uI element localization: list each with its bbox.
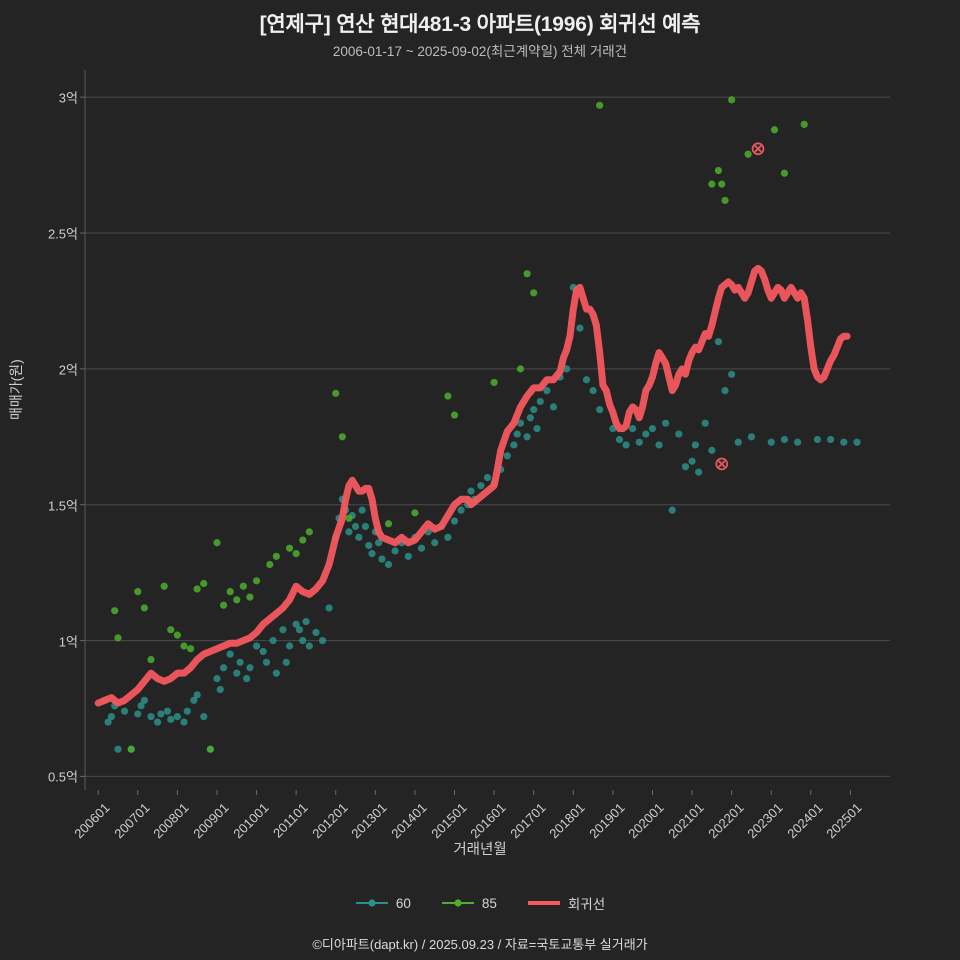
- legend-item-label: 85: [481, 895, 497, 911]
- legend-swatch-icon: [527, 901, 560, 905]
- legend-item-label: 회귀선: [567, 897, 606, 912]
- series-scatter-85: [111, 96, 808, 753]
- plot-area: [80, 70, 890, 795]
- footer-credit: ©디아파트(dapt.kr) / 2025.09.23 / 자료=국토교통부 실…: [312, 937, 648, 952]
- legend-item-60[interactable]: 60: [355, 896, 411, 911]
- y-axis-tick: 1억: [58, 634, 78, 650]
- legend-swatch-icon: [355, 899, 388, 907]
- legend-item-회귀선[interactable]: 회귀선: [527, 893, 605, 913]
- series-scatter-60: [101, 283, 861, 753]
- legend-item-label: 60: [395, 895, 411, 911]
- y-axis-tick: 1.5억: [47, 498, 78, 514]
- highlight-marker: [715, 457, 729, 471]
- y-axis-tick: 0.5억: [47, 769, 78, 785]
- x-axis-label: 거래년월: [453, 842, 507, 858]
- y-axis-tick: 2억: [58, 362, 78, 378]
- legend-item-85[interactable]: 85: [441, 896, 497, 911]
- chart-canvas: [80, 70, 890, 795]
- highlight-marker: [751, 142, 765, 156]
- legend-swatch-icon: [441, 899, 474, 907]
- chart-legend: 60 85 회귀선: [0, 893, 960, 913]
- y-axis-tick: 2.5억: [47, 226, 78, 242]
- series-regression-line: [94, 264, 851, 707]
- page-subtitle: 2006-01-17 ~ 2025-09-02(최근계약일) 전체 거래건: [332, 44, 628, 59]
- page-title: [연제구] 연산 현대481-3 아파트(1996) 회귀선 예측: [259, 13, 701, 36]
- y-axis-tick: 3억: [58, 90, 78, 106]
